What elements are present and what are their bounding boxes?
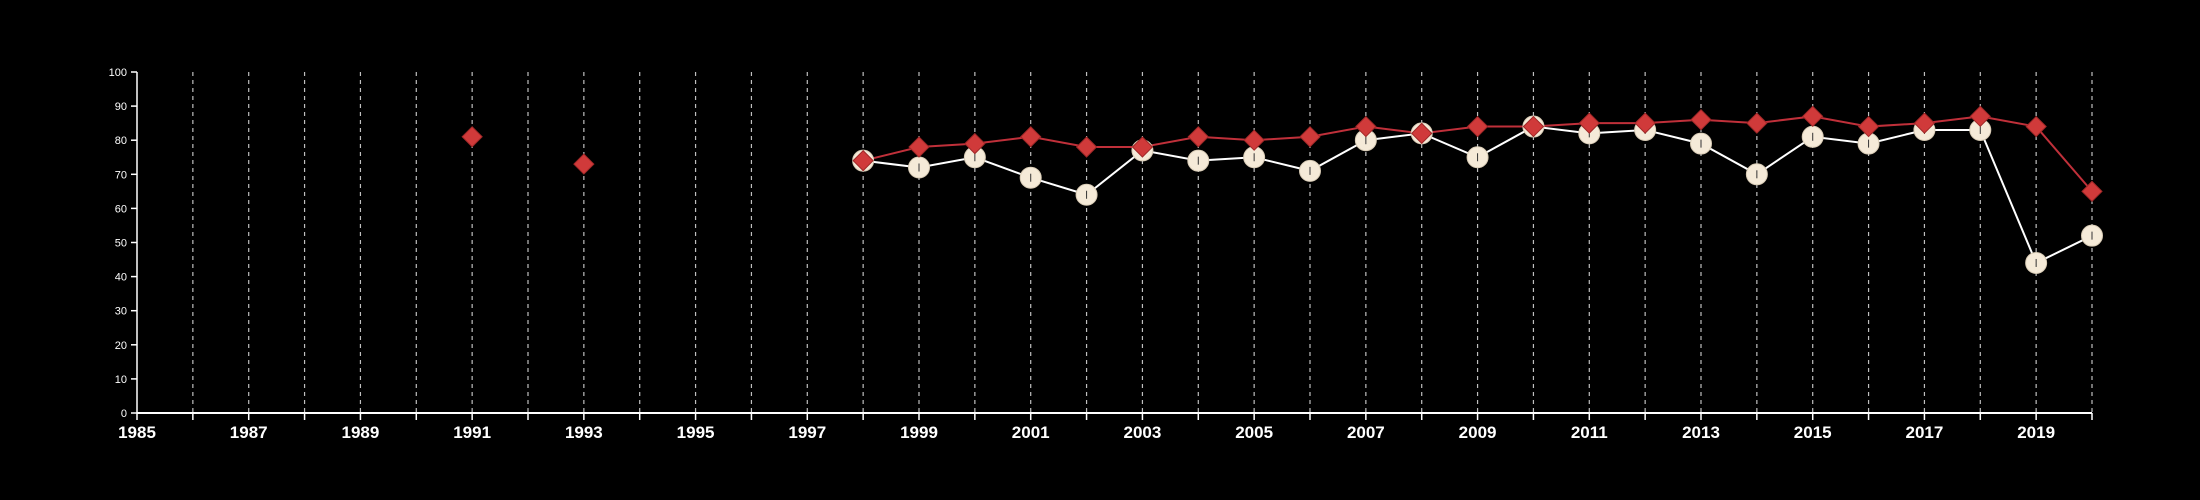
y-tick-label: 30 [115,306,127,318]
x-tick-label: 1989 [342,423,380,442]
x-tick-label: 1987 [230,423,268,442]
x-tick-label: 2019 [2017,423,2055,442]
y-tick-label: 60 [115,203,127,215]
series-2-point [1020,126,1042,148]
grid [192,72,2093,413]
x-tick-label: 2011 [1571,423,1608,442]
series-2-point [1243,129,1265,151]
series-2-point [461,126,483,148]
series-2-point [1355,115,1377,138]
series-2-point [2081,180,2103,203]
y-tick-label: 50 [115,238,127,250]
x-tick-label: 1985 [118,423,156,442]
series-2-point [573,153,595,175]
x-tick-label: 1999 [900,423,938,442]
x-tick-label: 2007 [1347,423,1385,442]
series-2-point [1411,122,1433,145]
x-tick-label: 2017 [1906,423,1944,442]
x-tick-label: 2009 [1459,423,1497,442]
y-tick-label: 10 [115,374,127,386]
y-tick-label: 90 [115,101,127,113]
series-2-point [1857,115,1880,138]
series-2-point [1466,115,1489,138]
x-tick-label: 2015 [1794,423,1832,442]
x-tick-label: 1995 [677,423,715,442]
x-tick-label: 2003 [1124,423,1162,442]
series-2-point [1578,112,1600,134]
x-tick-label: 2001 [1012,423,1050,442]
series-2-point [1075,136,1098,158]
y-tick-label: 40 [115,272,127,284]
series-2-point [1802,105,1824,128]
series-2-point [964,132,986,155]
y-tick-label: 70 [115,169,127,181]
x-tick-label: 1997 [788,423,826,442]
y-tick-label: 80 [115,135,127,147]
series-2-point [1634,112,1656,134]
series-2-point [1522,115,1545,138]
series-2-point [1187,126,1209,148]
x-tick-label: 1993 [565,423,603,442]
y-tick-label: 0 [121,408,127,420]
series-2-point [1131,136,1154,158]
series-2-point [1969,105,1991,128]
series-2-point [2025,115,2047,138]
series-2-point [1299,126,1321,148]
x-tick-label: 2013 [1682,423,1720,442]
series-2-point [1746,112,1768,134]
axes: 0 10 20 30 40 50 60 70 80 90 100 1985 1987 1989 1991 19… [109,67,2093,442]
series-2-point [852,149,874,172]
x-tick-label: 1991 [453,423,491,442]
y-tick-label: 20 [115,340,127,352]
y-tick-label: 100 [109,67,127,79]
x-tick-label: 2005 [1235,423,1273,442]
series-2-point [908,136,930,158]
series-2-point [1690,109,1712,131]
series-2-point [1913,112,1936,134]
series-markers [461,105,2103,274]
